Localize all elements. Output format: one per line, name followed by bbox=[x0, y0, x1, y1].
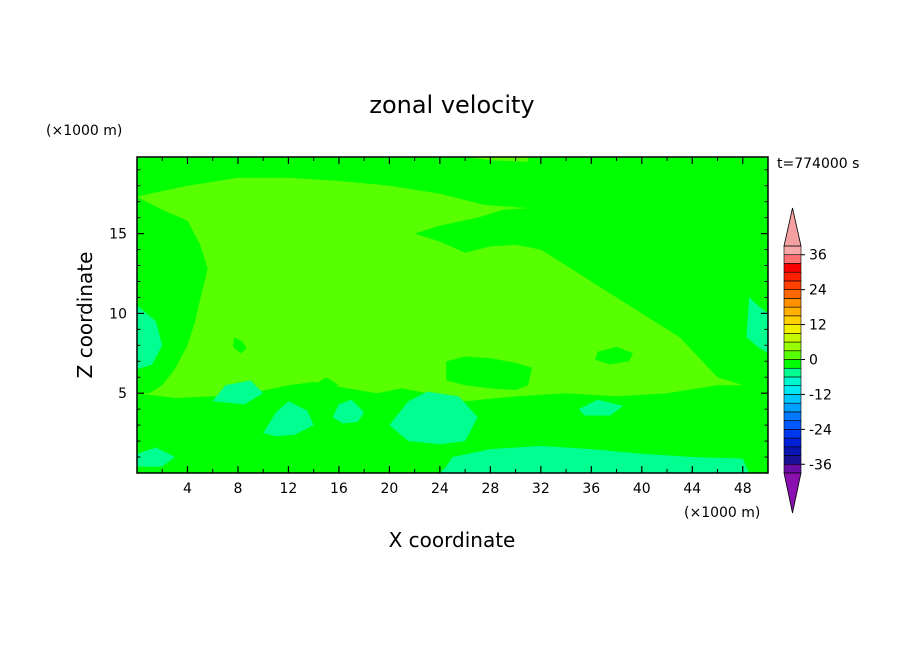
colorbar-swatch bbox=[783, 376, 802, 386]
x-tick-label: 4 bbox=[183, 481, 192, 497]
x-tick-label: 36 bbox=[582, 481, 600, 497]
field-region-14 bbox=[137, 305, 163, 370]
plot-frame bbox=[136, 156, 769, 474]
colorbar-swatch bbox=[783, 298, 802, 308]
x-tick-label: 28 bbox=[481, 481, 499, 497]
colorbar-over-arrow bbox=[783, 207, 802, 247]
field-region-18 bbox=[389, 391, 478, 445]
field-region-13 bbox=[313, 377, 339, 389]
field-region-4 bbox=[253, 460, 299, 473]
field-region-19 bbox=[439, 445, 750, 473]
colorbar-swatch bbox=[783, 263, 802, 273]
colorbar-swatch bbox=[783, 306, 802, 317]
colorbar-tick-label: -12 bbox=[809, 387, 832, 403]
field-region-6 bbox=[566, 429, 623, 442]
field-region-10 bbox=[232, 337, 247, 354]
field-region-7 bbox=[622, 429, 674, 443]
x-tick-label: 16 bbox=[330, 481, 348, 497]
colorbar-swatch bbox=[783, 350, 802, 360]
field-region-15 bbox=[212, 380, 264, 405]
colorbar-swatch bbox=[783, 429, 802, 439]
field-region-11 bbox=[595, 346, 633, 365]
x-tick-label: 24 bbox=[431, 481, 449, 497]
x-tick-label: 20 bbox=[380, 481, 398, 497]
colorbar-tick-label: 0 bbox=[809, 353, 818, 369]
colorbar-under-arrow bbox=[783, 472, 802, 514]
x-tick-label: 8 bbox=[233, 481, 242, 497]
x-tick-label: 44 bbox=[683, 481, 701, 497]
colorbar-swatch bbox=[783, 367, 802, 378]
colorbar-swatch bbox=[783, 359, 802, 369]
chart-title: zonal velocity bbox=[369, 91, 534, 119]
colorbar-tick-label: 24 bbox=[809, 283, 827, 299]
colorbar-tick-label: -24 bbox=[809, 422, 832, 438]
colorbar-swatch bbox=[783, 271, 802, 282]
colorbar-swatch bbox=[783, 333, 802, 343]
colorbar-swatch bbox=[783, 324, 802, 334]
x-tick-label: 32 bbox=[532, 481, 550, 497]
colorbar-swatch bbox=[783, 394, 802, 404]
colorbar-swatch bbox=[783, 280, 802, 290]
x-tick-label: 12 bbox=[280, 481, 298, 497]
field-region-22 bbox=[137, 447, 175, 467]
colorbar-swatch bbox=[783, 254, 802, 264]
colorbar-tick-label: 12 bbox=[809, 318, 827, 334]
y-axis-label: Z coordinate bbox=[73, 252, 97, 379]
colorbar-swatch bbox=[783, 437, 802, 448]
y-tick-label: 5 bbox=[118, 386, 127, 402]
colorbar-swatch bbox=[783, 420, 802, 430]
colorbar-swatch bbox=[783, 315, 802, 325]
x-tick-label: 40 bbox=[633, 481, 651, 497]
y-tick-label: 10 bbox=[109, 306, 127, 322]
velocity-field bbox=[137, 157, 768, 473]
colorbar-swatch bbox=[783, 245, 802, 256]
field-region-8 bbox=[679, 420, 724, 442]
x-axis-unit: (×1000 m) bbox=[684, 505, 760, 521]
field-region-12 bbox=[446, 356, 532, 390]
y-tick-label: 15 bbox=[109, 227, 127, 243]
field-region-0 bbox=[137, 157, 768, 394]
field-region-21 bbox=[746, 297, 768, 354]
x-axis-label: X coordinate bbox=[389, 528, 516, 552]
colorbar-swatch bbox=[783, 385, 802, 395]
field-region-20 bbox=[578, 399, 623, 416]
colorbar-swatch bbox=[783, 402, 802, 413]
colorbar-tick-label: 36 bbox=[809, 248, 827, 264]
colorbar-swatch bbox=[783, 463, 802, 474]
y-axis-ticks: 5 10 15 bbox=[109, 169, 768, 458]
colorbar-swatch bbox=[783, 341, 802, 352]
field-region-9 bbox=[742, 431, 768, 459]
colorbar-swatch bbox=[783, 411, 802, 421]
colorbar-swatch bbox=[783, 289, 802, 299]
colorbar-swatch bbox=[783, 455, 802, 465]
time-label: t=774000 s bbox=[777, 156, 859, 172]
colorbar-tick-label: -36 bbox=[809, 457, 832, 473]
x-tick-label: 48 bbox=[734, 481, 752, 497]
y-axis-unit: (×1000 m) bbox=[46, 123, 122, 139]
x-axis-ticks: 4 8 12 16 20 24 28 32 36 40 44 48 bbox=[161, 157, 752, 497]
colorbar-swatch bbox=[783, 446, 802, 456]
field-region-17 bbox=[332, 399, 365, 424]
colorbar: 36 24 12 0 -12 -24 -36 bbox=[783, 207, 832, 514]
field-region-16 bbox=[263, 401, 314, 437]
